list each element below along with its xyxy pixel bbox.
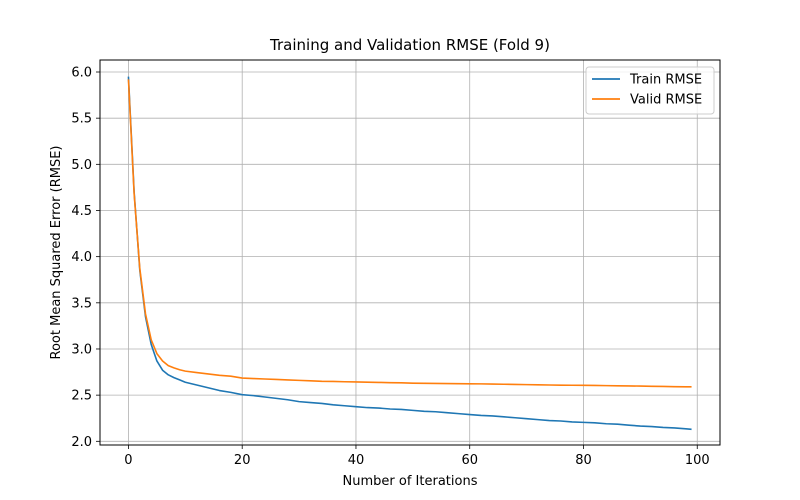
x-tick-label: 40 xyxy=(348,453,365,468)
x-tick-label: 20 xyxy=(234,453,251,468)
y-tick-label: 4.0 xyxy=(71,250,92,265)
valid-rmse-line xyxy=(127,79,692,388)
grid-lines xyxy=(100,60,720,445)
axis-ticks: 0 20 40 60 80 100 2.0 2.5 3.0 3.5 4.0 4.5 5.0 5.5 6.0 xyxy=(71,66,709,468)
legend: Train RMSE Valid RMSE xyxy=(585,66,715,115)
y-tick-label: 3.0 xyxy=(71,342,92,357)
y-tick-label: 2.5 xyxy=(71,389,92,404)
x-tick-label: 100 xyxy=(685,453,710,468)
legend-label-valid: Valid RMSE xyxy=(630,93,702,108)
x-tick-label: 0 xyxy=(124,453,132,468)
x-tick-label: 60 xyxy=(461,453,478,468)
x-tick-label: 80 xyxy=(575,453,592,468)
y-tick-label: 5.0 xyxy=(71,158,92,173)
y-tick-label: 6.0 xyxy=(71,66,92,81)
train-rmse-line xyxy=(127,76,692,431)
chart-title: Training and Validation RMSE (Fold 9) xyxy=(269,36,550,54)
y-tick-label: 4.5 xyxy=(71,204,92,219)
y-tick-label: 5.5 xyxy=(71,112,92,127)
x-axis-label: Number of Iterations xyxy=(343,474,478,489)
plot-frame xyxy=(99,59,721,446)
series-lines xyxy=(127,76,692,431)
y-tick-label: 2.0 xyxy=(71,435,92,450)
legend-label-train: Train RMSE xyxy=(629,73,702,88)
y-axis-label: Root Mean Squared Error (RMSE) xyxy=(49,146,64,360)
y-tick-label: 3.5 xyxy=(71,296,92,311)
